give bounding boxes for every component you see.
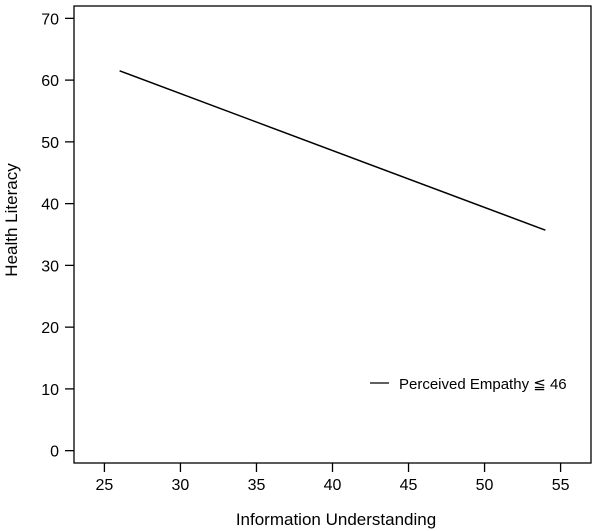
y-tick-label: 60 — [41, 73, 59, 90]
x-axis-title: Information Understanding — [236, 510, 436, 529]
y-tick-label: 70 — [41, 11, 59, 28]
y-tick-label: 40 — [41, 197, 59, 214]
y-tick-label: 30 — [41, 258, 59, 275]
y-tick-label: 20 — [41, 320, 59, 337]
plot-frame — [73, 5, 592, 464]
series-group — [119, 70, 546, 231]
y-tick-label: 10 — [41, 382, 59, 399]
x-tick-label: 35 — [248, 477, 266, 494]
x-tick-label: 45 — [400, 477, 418, 494]
x-tick-label: 40 — [324, 477, 342, 494]
series-line — [119, 70, 546, 231]
y-axis-ticks: 0 10 20 30 40 50 60 70 — [41, 11, 74, 461]
legend-label: Perceived Empathy ≦ 46 — [399, 376, 567, 393]
x-tick-label: 55 — [552, 477, 570, 494]
legend: Perceived Empathy ≦ 46 — [370, 376, 567, 393]
x-tick-label: 25 — [96, 477, 114, 494]
y-tick-label: 50 — [41, 135, 59, 152]
y-axis-title: Health Literacy — [2, 163, 21, 277]
x-tick-label: 30 — [172, 477, 190, 494]
y-tick-label: 0 — [50, 444, 59, 461]
x-axis-ticks: 25 30 35 40 45 50 55 — [96, 463, 570, 494]
x-tick-label: 50 — [476, 477, 494, 494]
